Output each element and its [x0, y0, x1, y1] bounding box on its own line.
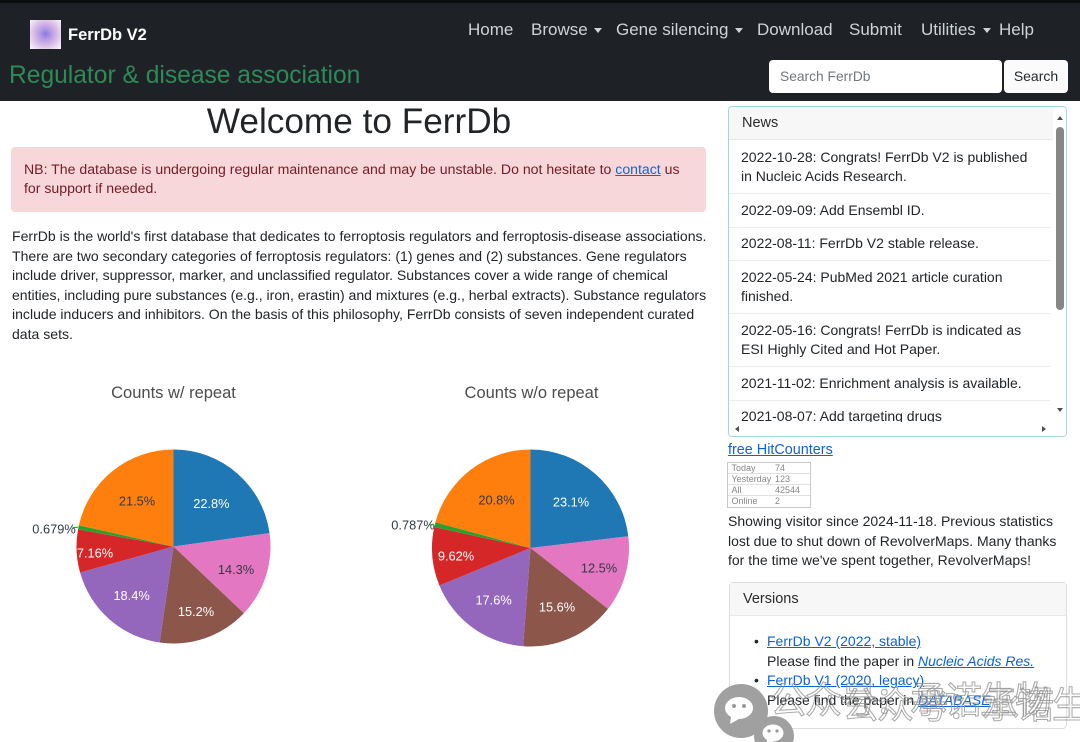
svg-text:Counts w/ repeat: Counts w/ repeat: [111, 384, 236, 402]
svg-text:0.679%: 0.679%: [32, 522, 75, 537]
svg-text:23.1%: 23.1%: [553, 495, 589, 510]
svg-text:15.2%: 15.2%: [178, 604, 214, 619]
svg-text:0.787%: 0.787%: [391, 518, 434, 533]
svg-text:14.3%: 14.3%: [218, 562, 254, 577]
svg-text:17.6%: 17.6%: [475, 593, 511, 608]
svg-text:15.6%: 15.6%: [539, 600, 575, 615]
svg-text:9.62%: 9.62%: [438, 549, 474, 564]
svg-text:12.5%: 12.5%: [581, 561, 617, 576]
svg-text:21.5%: 21.5%: [119, 494, 155, 509]
svg-text:7.16%: 7.16%: [77, 545, 113, 560]
svg-text:22.8%: 22.8%: [193, 496, 229, 511]
svg-text:20.8%: 20.8%: [478, 493, 514, 508]
svg-text:18.4%: 18.4%: [113, 588, 149, 603]
svg-text:Counts w/o repeat: Counts w/o repeat: [465, 384, 599, 402]
